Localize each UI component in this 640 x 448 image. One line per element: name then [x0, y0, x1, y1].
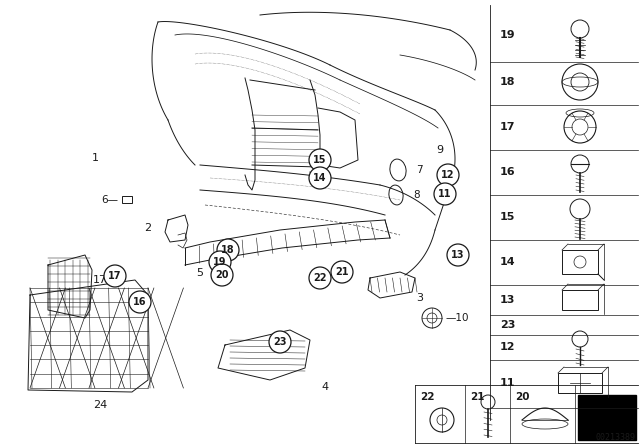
Text: 2: 2 [145, 223, 152, 233]
Text: 9: 9 [436, 145, 444, 155]
Text: 13: 13 [500, 295, 515, 305]
Text: 3: 3 [417, 293, 424, 303]
Text: 14: 14 [313, 173, 327, 183]
Text: 7: 7 [416, 165, 422, 175]
Text: 19: 19 [500, 30, 516, 40]
Circle shape [104, 265, 126, 287]
Circle shape [269, 331, 291, 353]
Text: 17: 17 [108, 271, 122, 281]
Text: 14: 14 [500, 257, 516, 267]
Circle shape [447, 244, 469, 266]
Text: 23: 23 [273, 337, 287, 347]
Text: 4: 4 [321, 382, 328, 392]
Text: 21: 21 [470, 392, 484, 402]
Circle shape [434, 183, 456, 205]
Text: 15: 15 [500, 212, 515, 222]
Polygon shape [578, 395, 636, 440]
Text: 17: 17 [93, 275, 107, 285]
Text: 22: 22 [313, 273, 327, 283]
Text: 19: 19 [213, 257, 227, 267]
Text: 15: 15 [313, 155, 327, 165]
Text: 24: 24 [93, 400, 107, 410]
Circle shape [437, 164, 459, 186]
Text: 13: 13 [451, 250, 465, 260]
Text: 6—: 6— [101, 195, 118, 205]
Text: 23: 23 [500, 320, 515, 330]
Text: 8: 8 [413, 190, 420, 200]
Text: 21: 21 [335, 267, 349, 277]
Circle shape [211, 264, 233, 286]
Text: 18: 18 [221, 245, 235, 255]
Text: 20: 20 [215, 270, 228, 280]
Text: 16: 16 [500, 167, 516, 177]
Text: 20: 20 [515, 392, 529, 402]
Text: 12: 12 [500, 342, 515, 352]
Circle shape [309, 149, 331, 171]
Circle shape [309, 267, 331, 289]
Text: 00213389: 00213389 [595, 433, 635, 442]
Text: 18: 18 [500, 77, 515, 87]
Text: 17: 17 [500, 122, 515, 132]
Text: 16: 16 [133, 297, 147, 307]
Circle shape [217, 239, 239, 261]
Text: —10: —10 [445, 313, 468, 323]
Circle shape [129, 291, 151, 313]
Circle shape [309, 167, 331, 189]
Text: 5: 5 [196, 268, 204, 278]
Circle shape [331, 261, 353, 283]
Text: 22: 22 [420, 392, 435, 402]
Text: 12: 12 [441, 170, 455, 180]
Text: 1: 1 [92, 153, 99, 163]
Circle shape [209, 251, 231, 273]
Text: 11: 11 [438, 189, 452, 199]
Text: 11: 11 [500, 378, 515, 388]
